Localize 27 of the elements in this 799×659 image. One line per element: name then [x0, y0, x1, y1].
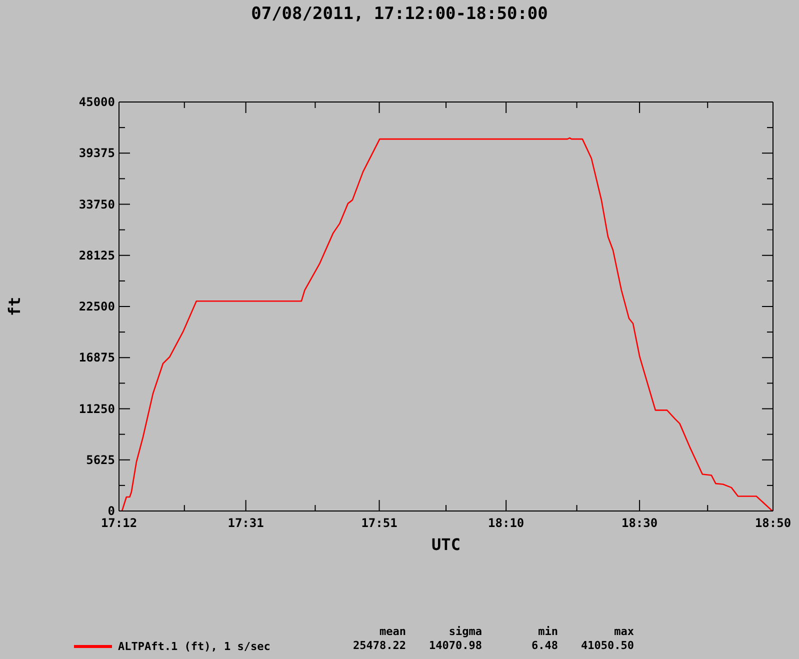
y-tick-label: 22500 — [78, 300, 115, 314]
text: 41050.50 — [580, 639, 634, 652]
text: 25478.22 — [352, 639, 406, 652]
chart-title: 07/08/2011, 17:12:00-18:50:00 — [250, 4, 549, 24]
text: 14070.98 — [428, 639, 482, 652]
y-tick-label: 11250 — [78, 402, 115, 416]
text: 6.48 — [530, 639, 558, 652]
x-tick-label: 17:12 — [100, 516, 138, 530]
x-tick-label: 17:51 — [361, 516, 398, 530]
x-tick-label: 18:30 — [621, 516, 658, 530]
y-tick-label: 16875 — [78, 350, 115, 365]
text: mean — [378, 625, 406, 638]
y-tick-label: 0 — [108, 504, 115, 518]
text: sigma — [448, 625, 482, 638]
y-tick-label: 45000 — [78, 95, 115, 109]
y-tick-label: 39375 — [78, 146, 115, 160]
y-tick-label: 33750 — [78, 197, 115, 212]
legend-label: ALTPAft.1 (ft), 1 s/sec — [117, 640, 270, 653]
x-tick-label: 17:31 — [228, 516, 264, 530]
y-axis-title: ft — [5, 296, 24, 316]
y-tick-label: 5625 — [86, 452, 115, 467]
y-tick-label: 28125 — [78, 248, 115, 262]
x-tick-label: 18:10 — [488, 516, 524, 530]
x-axis-title: UTC — [430, 535, 462, 554]
text: max — [613, 625, 634, 638]
text: min — [537, 625, 558, 638]
x-tick-label: 18:50 — [754, 516, 792, 530]
